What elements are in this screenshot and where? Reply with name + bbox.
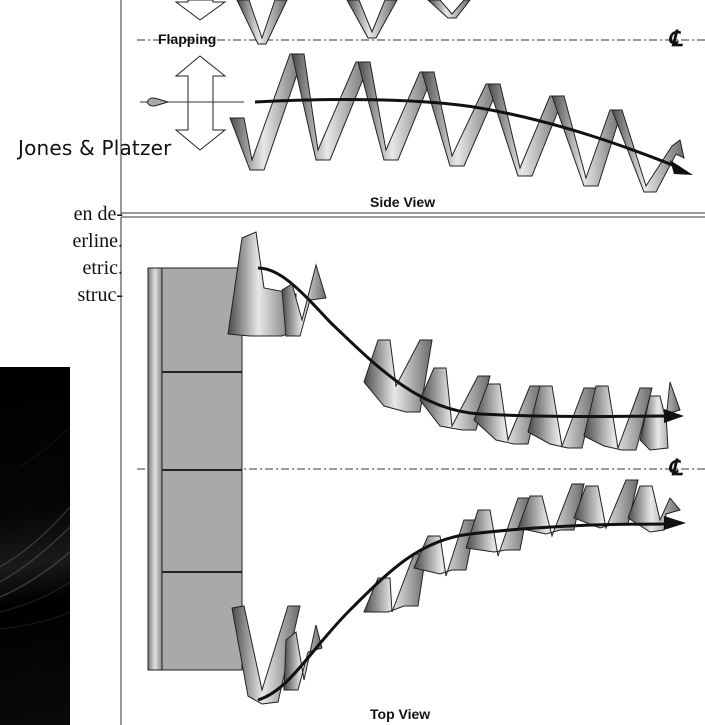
photo-crop [0,367,70,725]
wing-planform [147,267,243,671]
side-view-panel [120,0,705,215]
author-header: Jones & Platzer [18,136,172,160]
top-view-upper-helix [227,231,681,451]
top-view-lower-trajectory [257,522,669,702]
top-view-upper-arrowhead [664,409,684,423]
side-view-upper-helix [236,0,471,45]
body-text-line-1: en de- [73,203,123,225]
flapping-arrow [174,0,227,151]
side-view-trajectory-arrowhead [670,160,693,175]
top-view-panel [120,216,705,725]
top-view-lower-helix [231,479,681,705]
top-view-upper-trajectory [257,266,669,418]
flapping-label: Flapping [158,31,217,47]
body-text-line-3: etric. [82,257,123,279]
body-text-line-4: struc- [77,284,123,306]
side-view-trajectory [254,98,681,170]
airfoil-section [140,97,244,107]
side-view-centerline-symbol: ℄ [668,26,683,51]
side-view-main-helix [229,53,685,193]
top-view-centerline-symbol: ℄ [668,455,683,480]
top-view-lower-arrowhead [664,516,686,530]
body-text-line-2: erline. [72,230,123,252]
side-view-label: Side View [370,194,436,210]
top-view-label: Top View [370,706,431,722]
